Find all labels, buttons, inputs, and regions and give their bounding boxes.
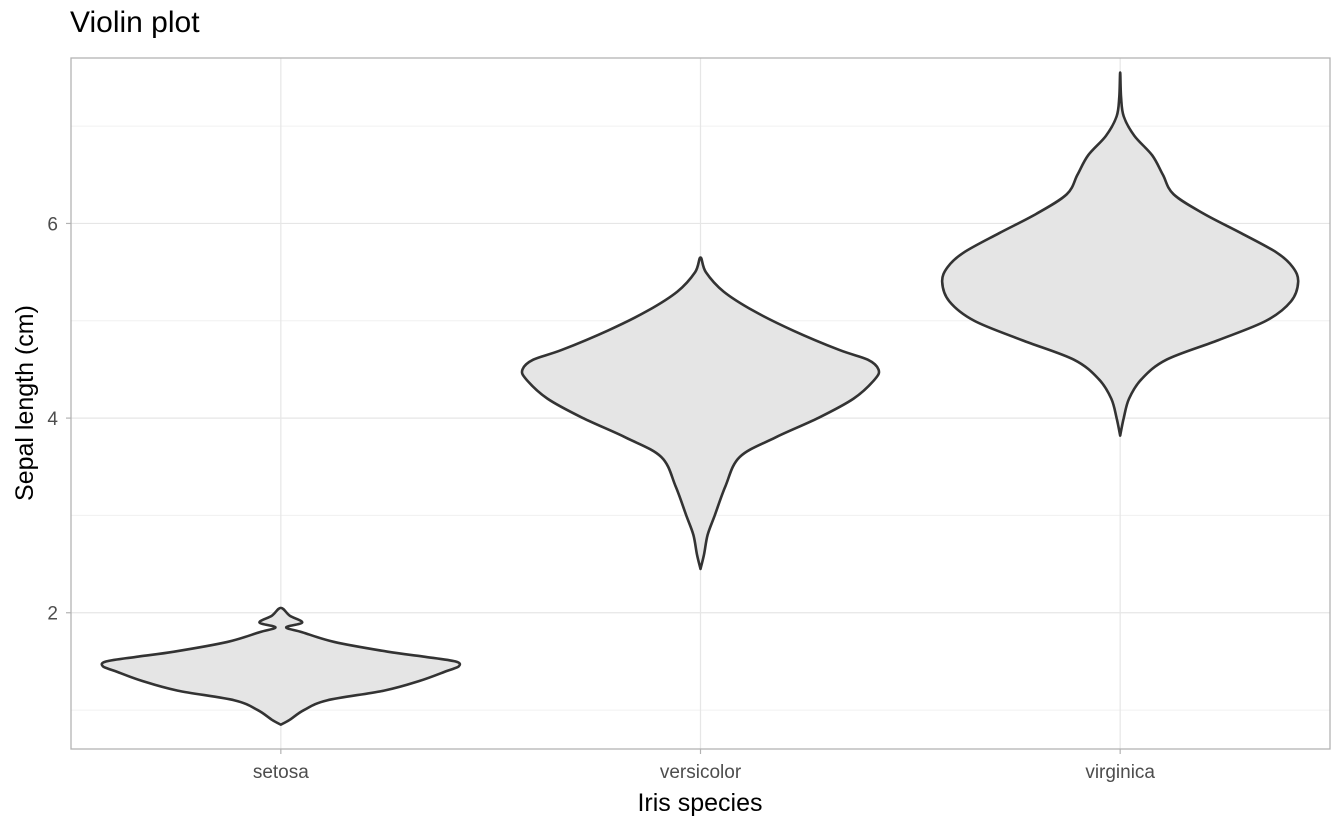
y-tick-label: 4 [47, 409, 58, 430]
x-tick-label-versicolor: versicolor [660, 762, 742, 783]
x-tick-label-setosa: setosa [253, 762, 309, 783]
y-axis-title: Sepal length (cm) [11, 305, 39, 501]
violins [100, 71, 1300, 726]
violin-virginica [940, 71, 1300, 437]
y-tick-label: 6 [47, 214, 58, 235]
violin-versicolor [520, 256, 881, 571]
chart-title: Violin plot [70, 6, 200, 39]
x-axis-ticks: setosa versicolor virginica [253, 749, 1155, 783]
y-tick-label: 2 [47, 604, 58, 625]
y-axis-ticks: 2 4 6 [47, 214, 71, 625]
violin-setosa [100, 606, 462, 726]
x-tick-label-virginica: virginica [1085, 762, 1155, 783]
x-axis-title: Iris species [637, 789, 762, 817]
